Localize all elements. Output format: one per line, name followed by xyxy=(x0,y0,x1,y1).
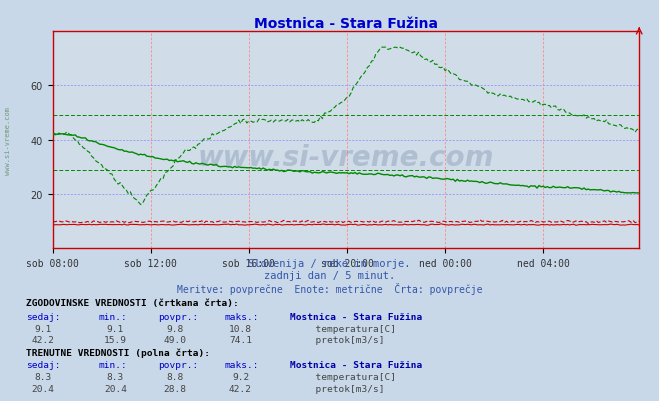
Text: 20.4: 20.4 xyxy=(32,384,54,393)
Text: Meritve: povprečne  Enote: metrične  Črta: povprečje: Meritve: povprečne Enote: metrične Črta:… xyxy=(177,283,482,295)
Text: zadnji dan / 5 minut.: zadnji dan / 5 minut. xyxy=(264,271,395,281)
Text: 20.4: 20.4 xyxy=(104,384,127,393)
Text: Mostnica - Stara Fužina: Mostnica - Stara Fužina xyxy=(290,312,422,321)
Text: pretok[m3/s]: pretok[m3/s] xyxy=(304,336,385,344)
Text: 28.8: 28.8 xyxy=(163,384,186,393)
Text: temperatura[C]: temperatura[C] xyxy=(304,372,397,381)
Text: maks.:: maks.: xyxy=(224,360,258,369)
Text: sedaj:: sedaj: xyxy=(26,360,61,369)
Text: 9.1: 9.1 xyxy=(34,324,51,333)
Text: 8.3: 8.3 xyxy=(34,372,51,381)
Text: ZGODOVINSKE VREDNOSTI (črtkana črta):: ZGODOVINSKE VREDNOSTI (črtkana črta): xyxy=(26,299,239,308)
Text: Mostnica - Stara Fužina: Mostnica - Stara Fužina xyxy=(290,360,422,369)
Text: Slovenija / reke in morje.: Slovenija / reke in morje. xyxy=(248,259,411,269)
Text: 8.8: 8.8 xyxy=(166,372,183,381)
Text: 9.1: 9.1 xyxy=(107,324,124,333)
Title: Mostnica - Stara Fužina: Mostnica - Stara Fužina xyxy=(254,17,438,31)
Text: min.:: min.: xyxy=(99,360,128,369)
Text: 10.8: 10.8 xyxy=(229,324,252,333)
Text: min.:: min.: xyxy=(99,312,128,321)
Text: www.si-vreme.com: www.si-vreme.com xyxy=(198,144,494,172)
Text: povpr.:: povpr.: xyxy=(158,360,198,369)
Text: www.si-vreme.com: www.si-vreme.com xyxy=(5,106,11,174)
Text: 49.0: 49.0 xyxy=(163,336,186,344)
Text: TRENUTNE VREDNOSTI (polna črta):: TRENUTNE VREDNOSTI (polna črta): xyxy=(26,348,210,358)
Text: 8.3: 8.3 xyxy=(107,372,124,381)
Text: 42.2: 42.2 xyxy=(32,336,54,344)
Text: 74.1: 74.1 xyxy=(229,336,252,344)
Text: pretok[m3/s]: pretok[m3/s] xyxy=(304,384,385,393)
Text: sedaj:: sedaj: xyxy=(26,312,61,321)
Text: 42.2: 42.2 xyxy=(229,384,252,393)
Text: povpr.:: povpr.: xyxy=(158,312,198,321)
Text: 9.8: 9.8 xyxy=(166,324,183,333)
Text: temperatura[C]: temperatura[C] xyxy=(304,324,397,333)
Text: maks.:: maks.: xyxy=(224,312,258,321)
Text: 9.2: 9.2 xyxy=(232,372,249,381)
Text: 15.9: 15.9 xyxy=(104,336,127,344)
